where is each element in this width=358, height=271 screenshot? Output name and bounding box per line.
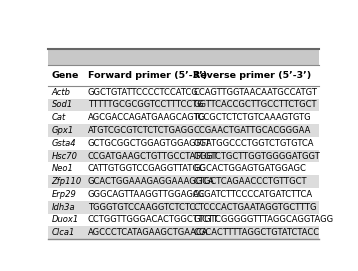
Text: AGCCCTCATAGAAGCTGAACA: AGCCCTCATAGAAGCTGAACA	[88, 228, 208, 237]
Text: CCGATGAAGCTGTTGCCTATGGT: CCGATGAAGCTGTTGCCTATGGT	[88, 151, 218, 160]
Text: CTCCCACTGAATAGGTGCTTTG: CTCCCACTGAATAGGTGCTTTG	[193, 203, 317, 212]
Text: Actb: Actb	[52, 88, 71, 97]
Text: TGGGTGTCCAAGGTCTCTC: TGGGTGTCCAAGGTCTCTC	[88, 203, 195, 212]
Text: CCAGTTGGTAACAATGCCATGT: CCAGTTGGTAACAATGCCATGT	[193, 88, 317, 97]
Text: Idh3a: Idh3a	[52, 203, 75, 212]
Text: CCGAACTGATTGCACGGGAA: CCGAACTGATTGCACGGGAA	[193, 126, 310, 135]
Text: AGGATCTTCCCCATGATCTTCA: AGGATCTTCCCCATGATCTTCA	[193, 190, 313, 199]
Text: Hsc70: Hsc70	[52, 151, 78, 160]
Text: AGCGACCAGATGAAGCAGTG: AGCGACCAGATGAAGCAGTG	[88, 113, 206, 122]
Text: Forward primer (5’-3’): Forward primer (5’-3’)	[88, 71, 207, 80]
FancyBboxPatch shape	[48, 99, 319, 111]
FancyBboxPatch shape	[48, 214, 319, 226]
Text: Neo1: Neo1	[52, 164, 73, 173]
Text: GGGCAGTTAAGGTTGGAGCC: GGGCAGTTAAGGTTGGAGCC	[88, 190, 205, 199]
Text: ATGTCGCGTCTCTCTGAGG: ATGTCGCGTCTCTCTGAGG	[88, 126, 194, 135]
FancyBboxPatch shape	[48, 49, 319, 65]
Text: Duox1: Duox1	[52, 215, 79, 224]
Text: CATTGTGGTCCGAGGTTATGC: CATTGTGGTCCGAGGTTATGC	[88, 164, 205, 173]
Text: CCTGGTTGGGACACTGGCTTCTT: CCTGGTTGGGACACTGGCTTCTT	[88, 215, 219, 224]
Text: Erp29: Erp29	[52, 190, 77, 199]
FancyBboxPatch shape	[48, 137, 319, 150]
Text: GGTTCACCGCTTGCCTTCTGCT: GGTTCACCGCTTGCCTTCTGCT	[193, 100, 317, 109]
FancyBboxPatch shape	[48, 175, 319, 188]
Text: TTTTTGCGCGGTCCTTTCCTG: TTTTTGCGCGGTCCTTTCCTG	[88, 100, 203, 109]
Text: Zfp110: Zfp110	[52, 177, 82, 186]
FancyBboxPatch shape	[48, 201, 319, 214]
Text: Gene: Gene	[52, 71, 79, 80]
Text: GCTGCGGCTGGAGTGGAGTTT: GCTGCGGCTGGAGTGGAGTTT	[88, 139, 211, 148]
FancyBboxPatch shape	[48, 86, 319, 99]
FancyBboxPatch shape	[48, 150, 319, 162]
Text: Sod1: Sod1	[52, 100, 73, 109]
FancyBboxPatch shape	[48, 188, 319, 201]
Text: Clca1: Clca1	[52, 228, 75, 237]
Text: GGCACTGGAGTGATGGAGC: GGCACTGGAGTGATGGAGC	[193, 164, 306, 173]
FancyBboxPatch shape	[48, 226, 319, 239]
Text: GGCTGTATTCCCCTCCATCG: GGCTGTATTCCCCTCCATCG	[88, 88, 198, 97]
Text: Cat: Cat	[52, 113, 66, 122]
Text: TCCGCTCTCTGTCAAAGTGTG: TCCGCTCTCTGTCAAAGTGTG	[193, 113, 311, 122]
Text: GGATGGCCCTGGTCTGTGTCA: GGATGGCCCTGGTCTGTGTCA	[193, 139, 314, 148]
Text: Reverse primer (5’-3’): Reverse primer (5’-3’)	[193, 71, 311, 80]
Text: GTGTCTGCTTGGTGGGGATGGT: GTGTCTGCTTGGTGGGGATGGT	[193, 151, 320, 160]
FancyBboxPatch shape	[48, 124, 319, 137]
FancyBboxPatch shape	[48, 162, 319, 175]
Text: CTGCTCAGAACCCTGTTGCT: CTGCTCAGAACCCTGTTGCT	[193, 177, 307, 186]
Text: GTGTCGGGGGTTTAGGCAGGTAGG: GTGTCGGGGGTTTAGGCAGGTAGG	[193, 215, 333, 224]
Text: Gsta4: Gsta4	[52, 139, 76, 148]
Text: Gpx1: Gpx1	[52, 126, 74, 135]
FancyBboxPatch shape	[48, 111, 319, 124]
Text: GCACTGGAAAGAGGAAAGGCA: GCACTGGAAAGAGGAAAGGCA	[88, 177, 215, 186]
Text: CGCACTTTTAGGCTGTATCTACC: CGCACTTTTAGGCTGTATCTACC	[193, 228, 319, 237]
